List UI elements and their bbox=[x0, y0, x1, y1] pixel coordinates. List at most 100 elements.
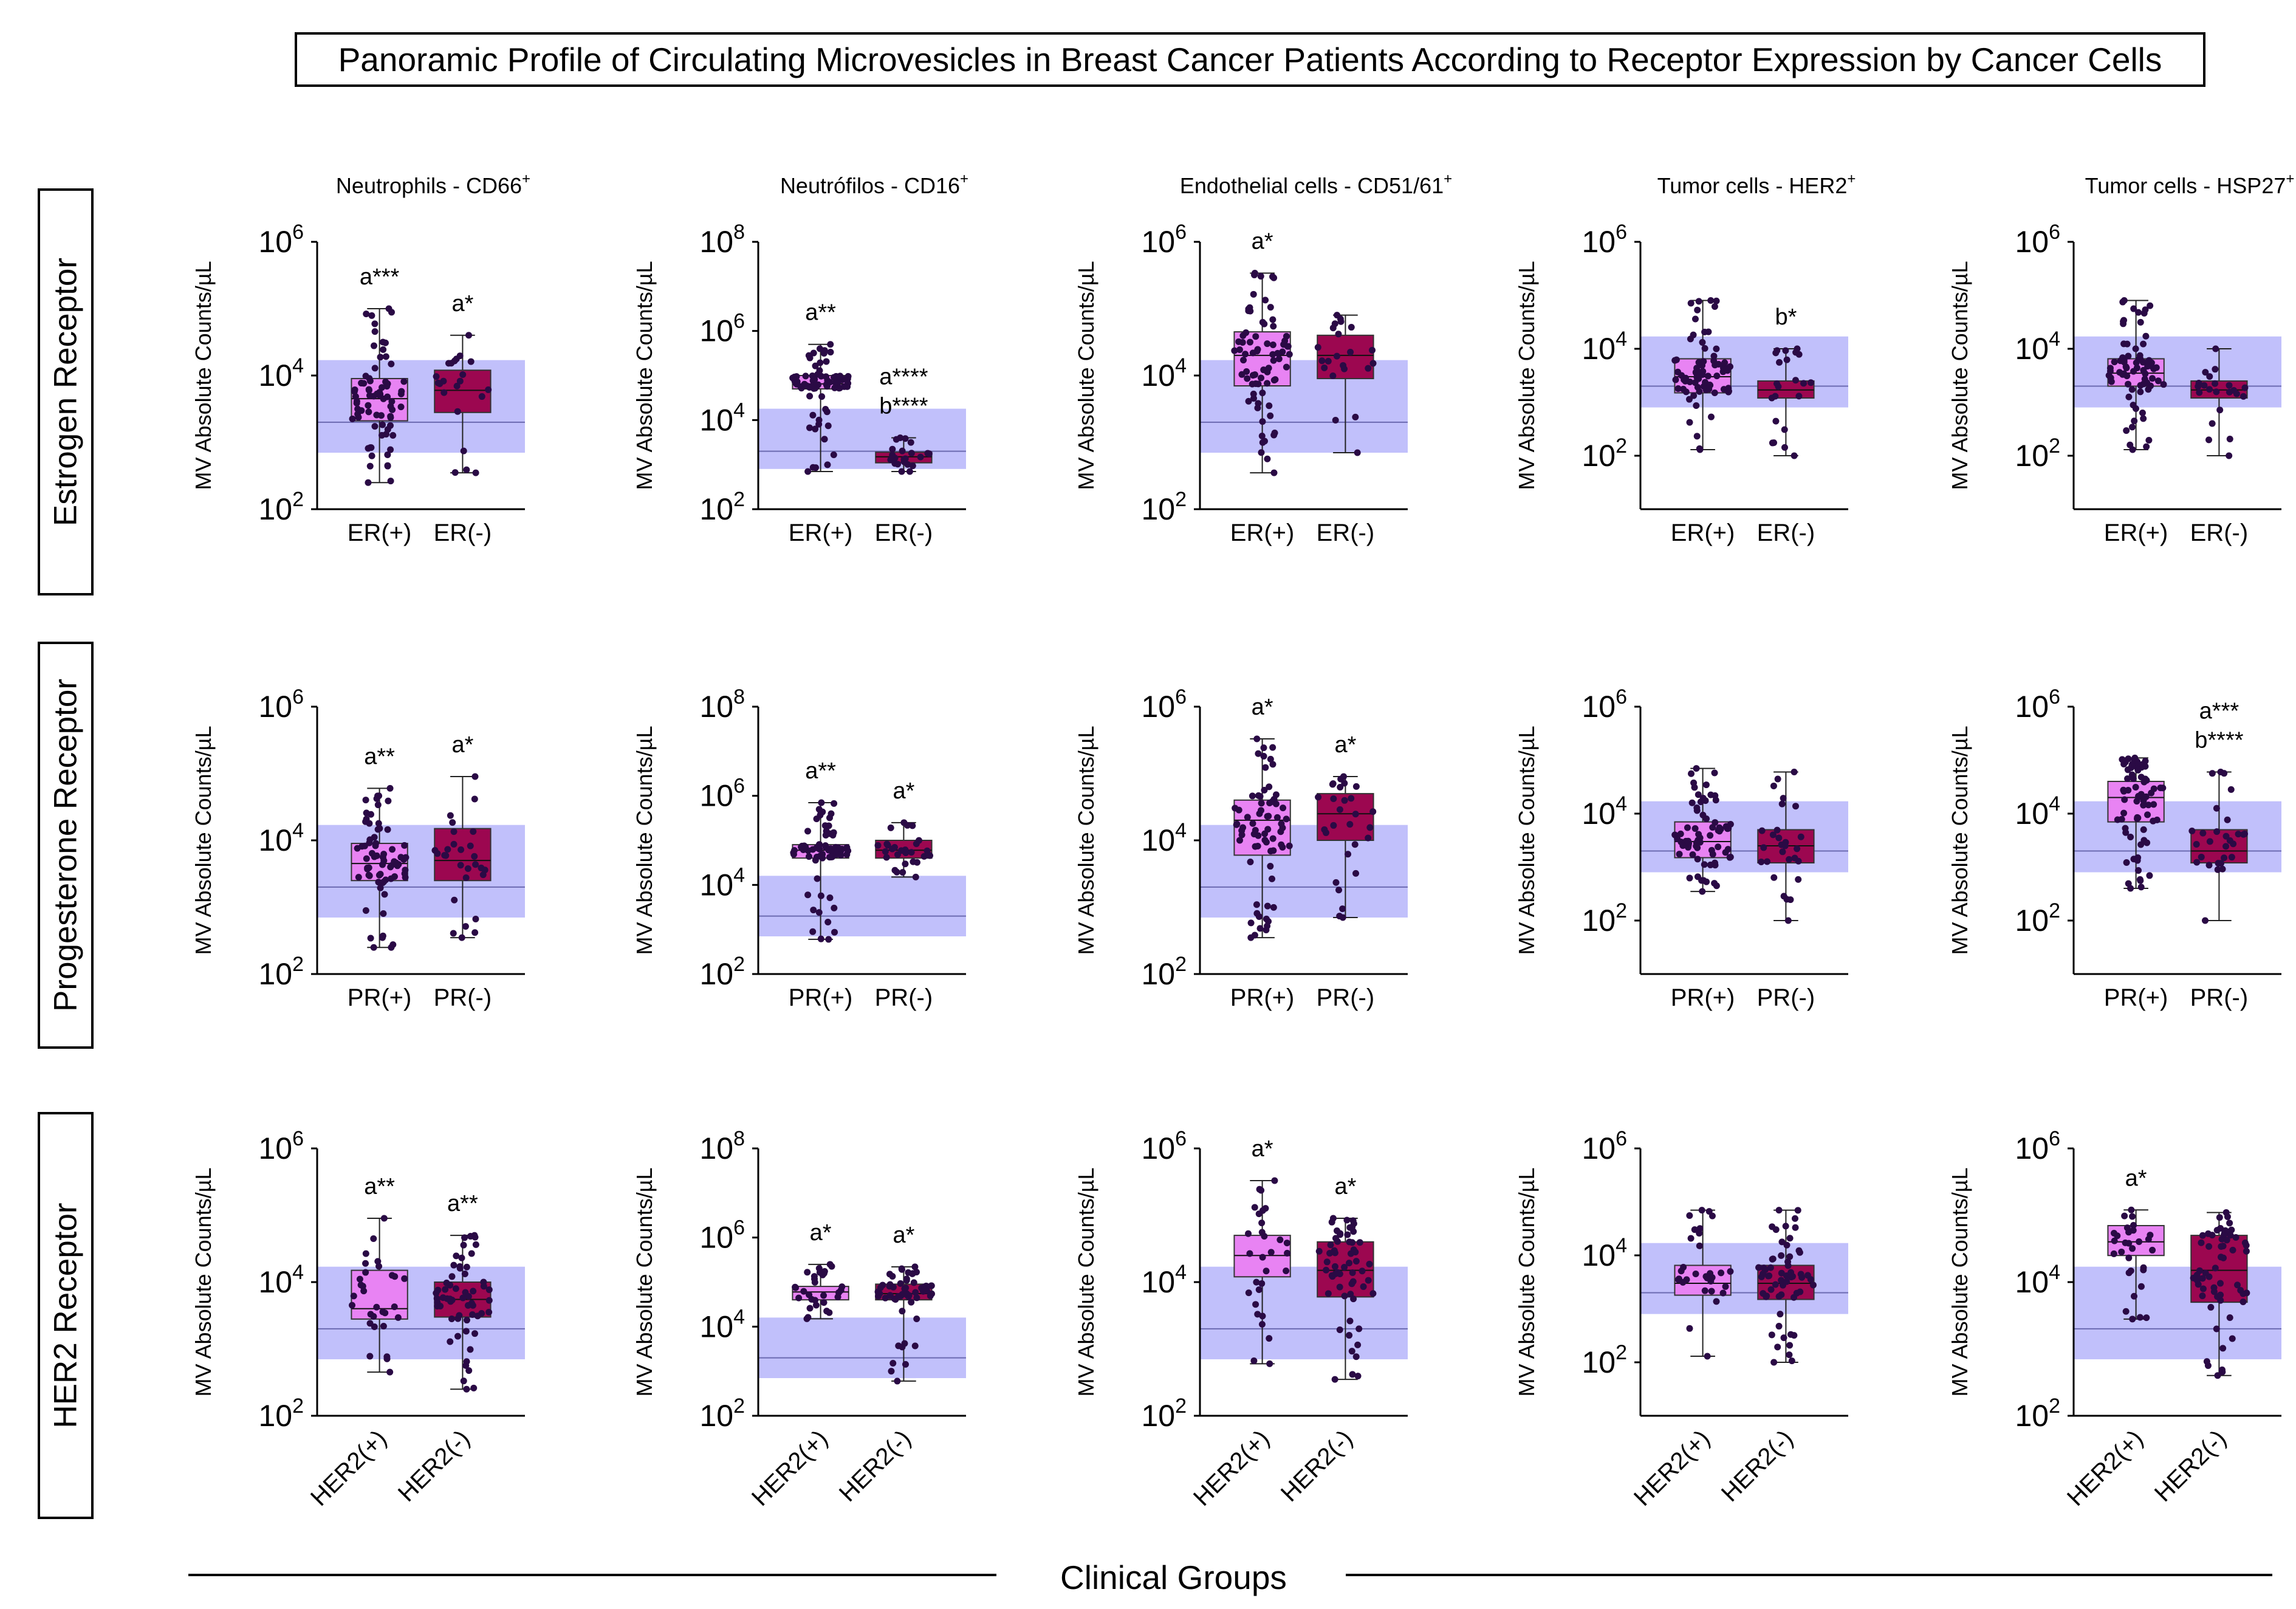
data-point bbox=[402, 874, 409, 881]
data-point bbox=[1283, 815, 1290, 823]
data-point bbox=[927, 1292, 934, 1300]
data-point bbox=[1251, 271, 1258, 278]
data-point bbox=[1356, 1239, 1363, 1246]
data-point bbox=[826, 814, 834, 822]
data-point bbox=[371, 365, 379, 372]
y-tick-exponent: 4 bbox=[2049, 792, 2060, 815]
data-point bbox=[1687, 300, 1695, 307]
data-point bbox=[1715, 843, 1722, 851]
y-tick-base: 10 bbox=[258, 225, 292, 259]
data-point bbox=[463, 466, 470, 473]
data-point bbox=[1711, 389, 1718, 397]
data-point bbox=[470, 828, 477, 835]
data-point bbox=[2215, 860, 2222, 867]
data-point bbox=[2209, 420, 2216, 427]
data-point bbox=[1703, 815, 1710, 823]
data-point bbox=[1352, 870, 1360, 877]
data-point bbox=[1346, 821, 1354, 828]
data-point bbox=[1763, 1293, 1770, 1300]
y-tick-base: 10 bbox=[2015, 225, 2049, 259]
reference-range-band bbox=[758, 1317, 966, 1379]
data-point bbox=[822, 831, 829, 839]
data-point bbox=[1777, 1311, 1784, 1318]
data-point bbox=[2216, 1214, 2223, 1221]
data-point bbox=[2235, 831, 2242, 838]
data-point bbox=[812, 857, 819, 864]
data-point bbox=[1256, 1185, 1263, 1193]
data-point bbox=[1724, 846, 1732, 853]
group-ER(+): ER(+) bbox=[2104, 297, 2168, 546]
y-tick-exponent: 6 bbox=[1616, 221, 1627, 244]
data-point bbox=[1693, 843, 1700, 850]
data-point bbox=[2142, 370, 2149, 377]
y-axis-label: MV Absolute Counts/µL bbox=[632, 261, 657, 490]
y-tick-base: 10 bbox=[1141, 492, 1175, 526]
data-point bbox=[1710, 352, 1718, 360]
data-point bbox=[2206, 386, 2213, 393]
data-point bbox=[1269, 316, 1277, 323]
data-point bbox=[920, 1288, 927, 1295]
column-title-sup: + bbox=[1444, 171, 1452, 187]
data-point bbox=[1232, 804, 1239, 812]
y-tick-exponent: 6 bbox=[733, 310, 745, 333]
data-point bbox=[2130, 305, 2137, 312]
data-point bbox=[831, 904, 838, 911]
data-point bbox=[1253, 1278, 1260, 1286]
data-point bbox=[371, 320, 379, 328]
data-point bbox=[829, 831, 837, 839]
data-point bbox=[2130, 1222, 2137, 1229]
y-tick-base: 10 bbox=[2015, 690, 2049, 724]
data-point bbox=[1772, 1226, 1780, 1233]
data-point bbox=[1755, 1264, 1763, 1271]
data-point bbox=[874, 842, 882, 849]
x-tick-label: HER2(-) bbox=[834, 1425, 916, 1507]
data-point bbox=[463, 1385, 470, 1393]
data-point bbox=[434, 1302, 441, 1309]
data-point bbox=[366, 836, 374, 843]
data-point bbox=[1330, 822, 1337, 829]
data-point bbox=[469, 1311, 476, 1319]
data-point bbox=[1695, 831, 1702, 838]
data-point bbox=[456, 352, 464, 360]
data-point bbox=[372, 842, 379, 849]
y-tick-base: 10 bbox=[699, 403, 733, 437]
data-point bbox=[1686, 1212, 1693, 1220]
y-tick-exponent: 4 bbox=[1175, 819, 1187, 842]
data-point bbox=[1776, 359, 1783, 366]
data-point bbox=[1345, 851, 1352, 858]
data-point bbox=[1332, 879, 1340, 886]
y-tick-label: 102 bbox=[1581, 1341, 1627, 1379]
y-tick-base: 10 bbox=[1581, 904, 1616, 938]
reference-range-band bbox=[1640, 336, 1848, 408]
y-tick-label: 106 bbox=[699, 775, 745, 813]
data-point bbox=[370, 1235, 377, 1242]
x-tick-label: HER2(+) bbox=[2062, 1425, 2148, 1511]
reference-range-band bbox=[2074, 1266, 2281, 1360]
data-point bbox=[2135, 792, 2142, 800]
data-point bbox=[1711, 880, 1718, 887]
data-point bbox=[2122, 1308, 2130, 1315]
data-point bbox=[401, 842, 408, 849]
data-point bbox=[805, 352, 812, 359]
data-point bbox=[907, 439, 914, 446]
data-point bbox=[1245, 306, 1252, 313]
y-tick-label: 106 bbox=[1141, 685, 1187, 724]
data-point bbox=[373, 1303, 380, 1311]
data-point bbox=[831, 928, 838, 936]
y-tick-label: 106 bbox=[699, 1216, 745, 1255]
data-point bbox=[1277, 828, 1284, 835]
data-point bbox=[815, 1264, 823, 1272]
y-tick-label: 106 bbox=[258, 221, 304, 259]
data-point bbox=[2154, 377, 2162, 385]
data-point bbox=[1696, 1242, 1703, 1249]
data-point bbox=[382, 353, 389, 360]
data-point bbox=[902, 435, 909, 442]
y-axis-label: MV Absolute Counts/µL bbox=[1074, 726, 1098, 955]
data-point bbox=[812, 464, 820, 472]
data-point bbox=[1346, 1317, 1354, 1325]
data-point bbox=[2133, 798, 2140, 805]
data-point bbox=[2188, 827, 2196, 834]
data-point bbox=[795, 1294, 803, 1302]
data-point bbox=[1786, 1342, 1794, 1349]
data-point bbox=[2241, 384, 2249, 391]
